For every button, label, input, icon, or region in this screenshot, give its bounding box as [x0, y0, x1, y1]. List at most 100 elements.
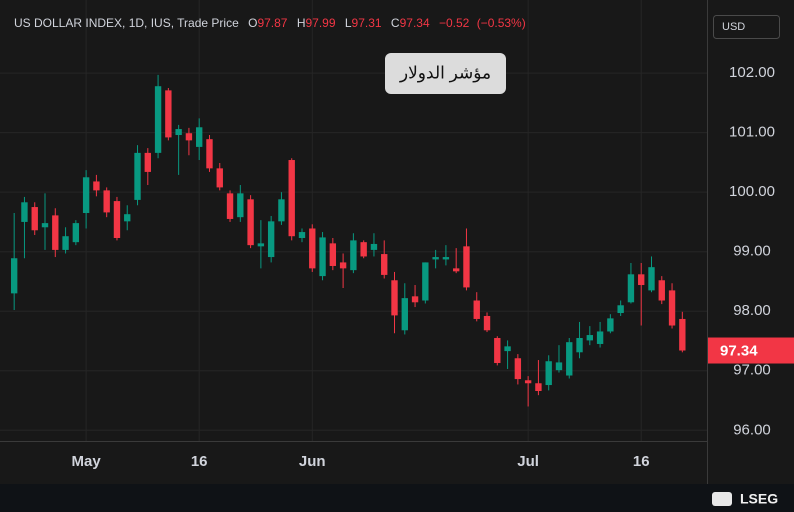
logo-icon [712, 492, 732, 506]
x-tick-label: 16 [191, 453, 208, 470]
candle-body [422, 262, 429, 301]
candle-body [206, 139, 213, 169]
candle-body [309, 228, 316, 269]
candle-body [103, 190, 110, 213]
candle-body [504, 346, 511, 352]
candle-body [391, 280, 398, 316]
candle-body [442, 257, 450, 260]
ohlc-value: 97.87 [257, 16, 287, 30]
candle-body [237, 193, 244, 218]
x-tick-label: Jul [517, 453, 539, 470]
y-tick-label: 98.00 [733, 302, 771, 319]
y-tick-label: 99.00 [733, 243, 771, 260]
candle-body [134, 152, 141, 200]
y-tick-label: 102.00 [729, 64, 775, 81]
candle-body [165, 90, 172, 138]
candle-body [360, 242, 367, 257]
price-label-box [708, 337, 794, 364]
currency[interactable]: USD [722, 21, 745, 33]
candle-body [576, 338, 583, 353]
candle-body [514, 358, 522, 380]
candle-body [473, 300, 480, 319]
candle-body [401, 298, 408, 331]
ohlc-label: H [297, 16, 306, 30]
candle-body [196, 127, 203, 147]
candle-body [339, 262, 347, 269]
candle-body [175, 129, 182, 136]
candle-body [319, 237, 326, 277]
candle-body [52, 215, 59, 250]
candle-body [648, 267, 655, 291]
candle-body [350, 240, 357, 271]
candle-body [10, 258, 18, 294]
candle-body [298, 232, 306, 239]
annotation-box [385, 53, 506, 94]
candle-body [494, 338, 501, 364]
candle-body [596, 331, 604, 344]
ohlc-value: 97.34 [400, 16, 430, 30]
watermark: LSEG [740, 491, 778, 507]
y-tick-label: 100.00 [729, 183, 775, 200]
candle-body [658, 280, 665, 301]
ohlc-label: L [345, 16, 352, 30]
candle-body [586, 335, 594, 341]
candle-body [278, 199, 285, 222]
change: −0.52 [439, 16, 470, 30]
candle-body [483, 315, 491, 331]
ohlc-label: C [391, 16, 400, 30]
candle-body [545, 361, 552, 386]
header-title: US DOLLAR INDEX, 1D, IUS, Trade Price [14, 16, 239, 30]
candle-body [463, 246, 470, 288]
candle-body [257, 243, 265, 247]
candle-body [638, 274, 645, 286]
candle-body [617, 305, 624, 314]
candle-body [524, 380, 532, 384]
x-tick-label: Jun [299, 453, 326, 470]
x-tick-label: 16 [633, 453, 650, 470]
candle-body [41, 223, 49, 228]
candle-body [411, 296, 419, 303]
candle-body [267, 221, 275, 258]
candle-body [72, 223, 80, 243]
candle-body [555, 362, 563, 371]
candle-body [679, 318, 686, 351]
logo [712, 492, 732, 506]
candle-body [216, 168, 223, 188]
candle-body [144, 152, 151, 172]
candle-body [21, 202, 28, 222]
candle-body [185, 133, 193, 141]
candle-body [381, 254, 388, 275]
candle-body [124, 214, 131, 222]
candle-body [82, 177, 90, 213]
candle-body [93, 181, 100, 191]
candle-body [607, 318, 614, 332]
header: US DOLLAR INDEX, 1D, IUS, Trade Price O9… [14, 16, 526, 30]
candle-body [370, 243, 378, 250]
change-percent: (−0.53%) [477, 16, 526, 30]
price-label: 97.34 [720, 342, 758, 359]
ohlc-value: 97.99 [305, 16, 335, 30]
y-tick-label: 101.00 [729, 124, 775, 141]
ohlc-value: 97.31 [352, 16, 382, 30]
ohlc-label: O [248, 16, 257, 30]
annotation: مؤشر الدولار [399, 63, 491, 82]
x-tick-label: May [72, 453, 102, 470]
candle-body [247, 199, 254, 246]
candle-body [154, 86, 162, 153]
candle-body [452, 268, 460, 272]
y-tick-label: 97.00 [733, 362, 771, 379]
y-tick-label: 96.00 [733, 421, 771, 438]
candle-body [288, 160, 295, 237]
candle-body [329, 243, 337, 266]
candle-body [668, 290, 676, 326]
candle-body [566, 342, 573, 376]
footer [0, 484, 794, 512]
currency-box[interactable] [713, 15, 780, 39]
candle-body [627, 274, 635, 303]
candle-body [535, 383, 542, 391]
candles [10, 74, 686, 407]
candle-body [62, 236, 69, 250]
candle-body [432, 257, 439, 260]
